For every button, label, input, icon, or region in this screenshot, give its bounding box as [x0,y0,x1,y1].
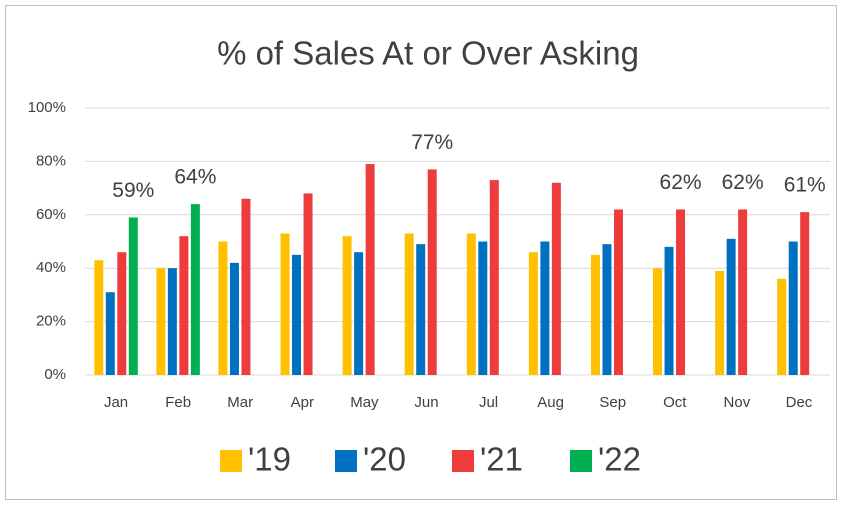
bar [777,278,787,375]
legend-swatch [452,450,474,472]
y-tick-label: 80% [36,152,66,169]
bar [94,260,104,375]
bar [190,204,200,375]
bar [117,252,127,375]
bar [105,292,115,375]
bar [602,244,612,375]
bar [365,164,375,375]
data-label: 62% [722,171,764,194]
y-tick-label: 60% [36,206,66,223]
legend-swatch [335,450,357,472]
legend-swatch [220,450,242,472]
bar [653,268,663,375]
x-tick-label: Nov [724,394,751,411]
bar [292,254,302,375]
x-tick-label: Feb [165,394,191,411]
bar [218,241,228,375]
bar [590,254,600,375]
bar [427,169,437,375]
x-tick-label: Dec [786,394,813,411]
legend-label: '22 [598,441,641,478]
bar [354,252,364,375]
bar [726,238,736,375]
x-tick-label: May [350,394,379,411]
bar [788,241,798,375]
legend-label: '21 [480,441,523,478]
bar [241,198,251,375]
bar [613,209,623,375]
bar [478,241,488,375]
y-tick-label: 40% [36,259,66,276]
bar [156,268,166,375]
legend-label: '19 [248,441,291,478]
data-label: 64% [174,166,216,189]
bar [528,252,538,375]
data-label: 77% [411,131,453,154]
bar [416,244,426,375]
bar [738,209,748,375]
bar [800,212,810,375]
x-tick-label: Jun [414,394,438,411]
data-label: 62% [660,171,702,194]
bar [540,241,550,375]
bar [715,270,725,375]
data-label: 61% [784,174,826,197]
legend-label: '20 [363,441,406,478]
bar [551,182,561,375]
x-tick-label: Jan [104,394,128,411]
legend-swatch [570,450,592,472]
x-tick-label: Aug [537,394,564,411]
bar [179,236,189,375]
x-tick-label: Oct [663,394,687,411]
y-tick-label: 100% [28,99,66,116]
bar [466,233,476,375]
x-tick-label: Jul [479,394,498,411]
x-tick-label: Apr [291,394,314,411]
bar [489,180,499,375]
bar [229,262,239,375]
bar [664,246,674,375]
bar [128,217,138,375]
y-tick-label: 20% [36,313,66,330]
x-tick-label: Sep [599,394,626,411]
chart-title: % of Sales At or Over Asking [217,35,639,72]
bar [280,233,290,375]
bar [342,236,352,375]
x-tick-label: Mar [227,394,253,411]
data-label: 59% [112,179,154,202]
bar [167,268,177,375]
bar [404,233,414,375]
bar [676,209,686,375]
y-tick-label: 0% [44,366,66,383]
bar [303,193,313,375]
